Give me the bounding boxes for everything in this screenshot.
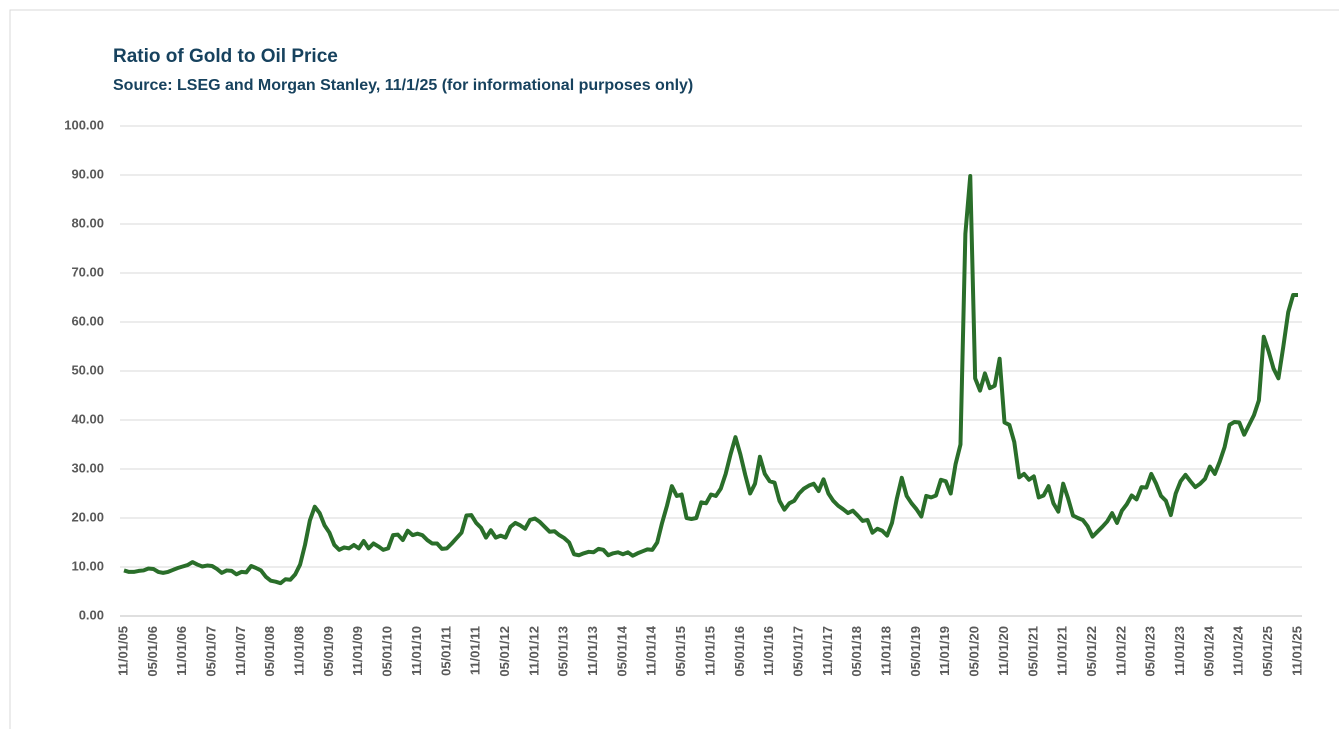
- x-tick-label: 05/01/23: [1143, 626, 1158, 677]
- y-tick-label: 70.00: [71, 264, 104, 279]
- chart-title: Ratio of Gold to Oil Price: [113, 46, 338, 67]
- x-tick-label: 11/01/21: [1055, 626, 1070, 676]
- x-tick-label: 11/01/10: [409, 626, 424, 676]
- x-tick-label: 11/01/14: [644, 625, 659, 676]
- x-tick-label: 05/01/18: [849, 626, 864, 677]
- y-tick-label: 100.00: [64, 117, 104, 132]
- chart-subtitle: Source: LSEG and Morgan Stanley, 11/1/25…: [113, 77, 693, 94]
- x-tick-label: 11/01/18: [879, 626, 894, 676]
- x-tick-label: 11/01/08: [292, 626, 307, 676]
- x-tick-label: 05/01/10: [380, 626, 395, 677]
- x-tick-label: 05/01/24: [1201, 625, 1216, 676]
- x-tick-label: 11/01/24: [1231, 625, 1246, 676]
- x-tick-label: 05/01/12: [497, 626, 512, 677]
- x-tick-label: 05/01/13: [556, 626, 571, 677]
- x-tick-label: 05/01/15: [673, 626, 688, 677]
- data-line: [123, 173, 1298, 586]
- x-tick-label: 05/01/11: [438, 626, 453, 676]
- y-tick-label: 60.00: [71, 313, 104, 328]
- x-tick-label: 11/01/15: [702, 626, 717, 676]
- chart-border: [9, 9, 1339, 729]
- x-tick-label: 05/01/21: [1025, 626, 1040, 677]
- x-tick-label: 05/01/22: [1084, 626, 1099, 677]
- x-tick-label: 05/01/09: [321, 626, 336, 677]
- x-tick-label: 11/01/17: [820, 626, 835, 676]
- x-tick-label: 11/01/11: [468, 626, 483, 675]
- y-tick-label: 0.00: [79, 607, 104, 622]
- y-tick-label: 10.00: [71, 558, 104, 573]
- y-tick-label: 40.00: [71, 411, 104, 426]
- y-tick-label: 90.00: [71, 166, 104, 181]
- x-tick-label: 05/01/06: [145, 626, 160, 677]
- x-tick-label: 05/01/16: [732, 626, 747, 677]
- x-tick-label: 11/01/12: [526, 626, 541, 676]
- x-tick-label: 11/01/05: [115, 626, 130, 676]
- x-tick-label: 11/01/22: [1113, 626, 1128, 676]
- x-tick-label: 05/01/08: [262, 626, 277, 677]
- y-tick-label: 80.00: [71, 215, 104, 230]
- y-tick-label: 30.00: [71, 460, 104, 475]
- x-tick-label: 11/01/19: [937, 626, 952, 676]
- x-tick-label: 11/01/09: [350, 626, 365, 676]
- x-tick-label: 05/01/17: [790, 626, 805, 677]
- x-tick-label: 05/01/20: [967, 626, 982, 677]
- x-tick-label: 05/01/14: [614, 625, 629, 676]
- y-tick-label: 50.00: [71, 362, 104, 377]
- x-tick-label: 11/01/20: [996, 626, 1011, 676]
- x-tick-label: 11/01/06: [174, 626, 189, 676]
- x-tick-label: 11/01/23: [1172, 626, 1187, 676]
- x-tick-label: 11/01/16: [761, 626, 776, 676]
- x-tick-label: 11/01/25: [1289, 626, 1304, 676]
- x-tick-label: 11/01/13: [585, 626, 600, 676]
- x-tick-label: 05/01/07: [203, 626, 218, 677]
- x-tick-label: 05/01/25: [1260, 626, 1275, 677]
- x-tick-label: 11/01/07: [233, 626, 248, 676]
- y-tick-label: 20.00: [71, 509, 104, 524]
- x-tick-label: 05/01/19: [908, 626, 923, 677]
